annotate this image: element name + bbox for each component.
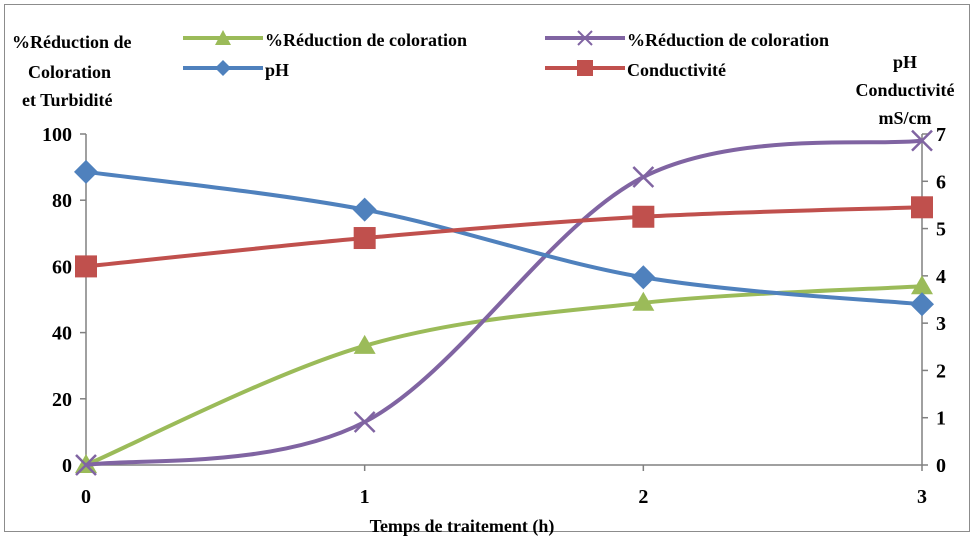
left-tick-label: 60 [52,256,72,278]
right-axis-title-line-3: mS/cm [879,108,932,128]
series-4-marker [353,227,376,250]
series-line-4 [85,205,923,269]
series-4-marker [75,255,97,278]
x-tick-label: 0 [81,486,91,508]
series-2-marker [911,129,933,152]
legend-marker-x [577,30,593,46]
right-tick-label: 5 [936,219,946,241]
chart-frame [4,4,970,532]
series-line-1 [85,284,923,467]
left-tick-label: 100 [42,124,72,146]
right-tick-label: 3 [936,313,946,335]
right-axis-title-line-1: pH [893,52,917,72]
axes: 0 20 40 60 80 100 0 1 2 3 4 5 6 7 0 1 2 3 [42,124,946,508]
left-tick-label: 40 [52,323,72,345]
series-line-3 [85,169,923,307]
legend-label-series-4: Conductivité [627,60,726,80]
series-layer [74,129,934,476]
x-tick-label: 2 [638,486,648,508]
legend: %Réduction de coloration %Réduction de c… [183,30,829,80]
legend-label-series-1: %Réduction de coloration [265,30,467,50]
right-tick-label: 4 [936,266,946,288]
left-axis-title-line-3: et Turbidité [22,90,113,110]
legend-label-series-3: pH [265,60,289,80]
series-3-marker [352,197,377,222]
right-tick-label: 7 [936,124,946,146]
series-2-marker [353,411,376,433]
series-2-marker [632,166,655,188]
left-tick-label: 0 [62,455,72,477]
x-tick-label: 3 [917,486,927,508]
series-3-marker [631,265,656,290]
series-2-marker [75,454,97,476]
legend-marker-diamond [215,60,231,76]
right-axis-title-line-2: Conductivité [856,80,955,100]
series-1-marker [353,334,376,354]
series-3-marker [74,159,98,184]
right-tick-label: 0 [936,455,946,477]
series-3-marker [910,292,934,317]
right-tick-label: 1 [936,408,946,430]
left-tick-label: 20 [52,389,72,411]
left-axis-title-line-1: %Réduction de [12,32,132,52]
legend-label-series-2: %Réduction de coloration [627,30,829,50]
left-tick-label: 80 [52,190,72,212]
legend-marker-square [577,60,593,76]
series-1-marker [911,275,933,295]
series-1-marker [632,291,655,311]
right-tick-label: 2 [936,360,946,382]
x-axis-title: Temps de traitement (h) [370,516,555,537]
series-4-marker [632,205,655,228]
x-tick-label: 1 [360,486,370,508]
series-line-2 [85,138,923,467]
left-axis-title-line-2: Coloration [28,62,111,82]
right-tick-label: 6 [936,171,946,193]
series-4-marker [911,196,933,219]
legend-marker-triangle [215,30,231,45]
